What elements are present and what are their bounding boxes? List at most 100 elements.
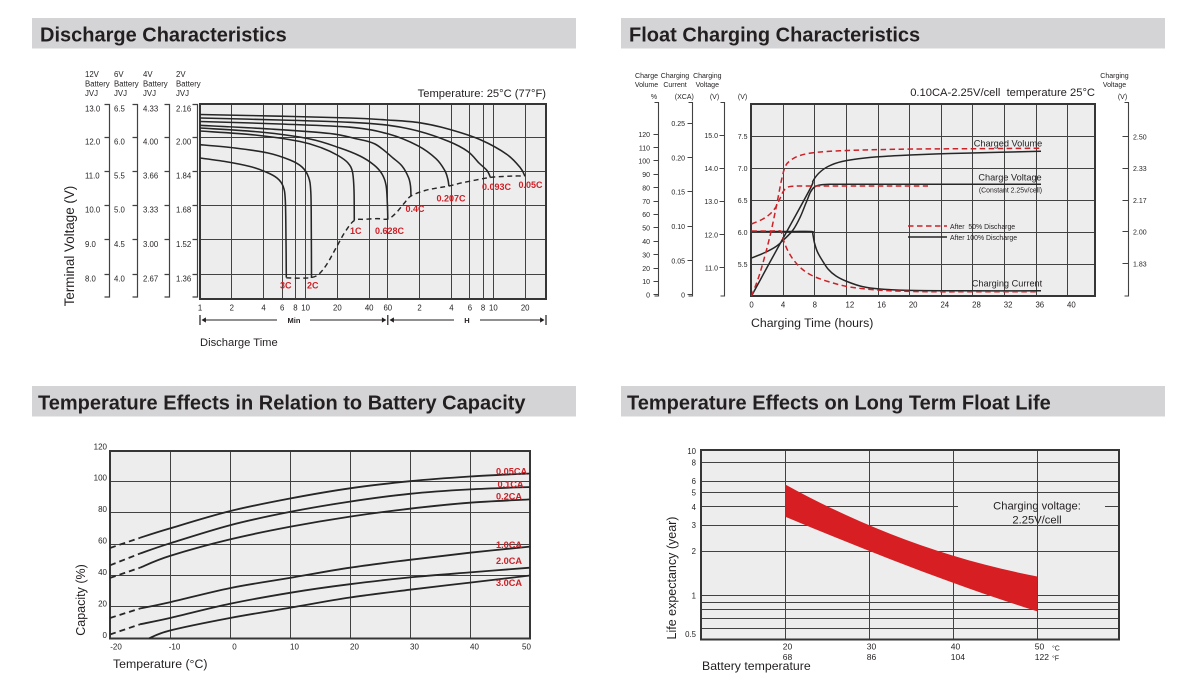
svg-text:8: 8	[293, 304, 297, 313]
svg-text:4: 4	[449, 304, 454, 313]
svg-text:30: 30	[410, 643, 419, 652]
svg-text:°C: °C	[1052, 645, 1060, 653]
svg-text:4: 4	[781, 301, 786, 310]
svg-text:13.0: 13.0	[85, 105, 101, 114]
svg-text:104: 104	[951, 652, 965, 662]
svg-text:122: 122	[1035, 652, 1049, 662]
svg-text:1.83: 1.83	[1133, 262, 1147, 269]
svg-text:1: 1	[198, 304, 202, 313]
svg-text:Battery temperature: Battery temperature	[702, 659, 811, 673]
svg-text:80: 80	[642, 186, 650, 193]
svg-text:4: 4	[692, 503, 697, 512]
svg-text:60: 60	[98, 537, 107, 546]
svg-text:70: 70	[642, 199, 650, 206]
svg-text:Charging voltage:: Charging voltage:	[993, 501, 1081, 513]
svg-text:60: 60	[642, 212, 650, 219]
svg-text:0.20: 0.20	[671, 155, 685, 162]
svg-text:2.00: 2.00	[1133, 230, 1147, 237]
svg-text:120: 120	[94, 442, 108, 451]
svg-text:Charging Current: Charging Current	[972, 279, 1043, 289]
svg-text:After 100% Discharge: After 100% Discharge	[950, 235, 1017, 242]
svg-text:Capacity (%): Capacity (%)	[74, 564, 88, 636]
svg-text:%: %	[651, 94, 657, 101]
svg-text:1.68: 1.68	[176, 206, 191, 215]
svg-text:16: 16	[877, 301, 886, 310]
svg-text:2: 2	[417, 304, 421, 313]
svg-text:30: 30	[642, 252, 650, 259]
svg-text:2.67: 2.67	[143, 275, 158, 284]
svg-text:0.10: 0.10	[671, 224, 685, 231]
svg-text:2.33: 2.33	[1133, 166, 1147, 173]
svg-text:10: 10	[301, 304, 310, 313]
svg-text:2: 2	[692, 547, 696, 556]
svg-text:4.00: 4.00	[143, 138, 159, 147]
svg-text:Charge: Charge	[635, 73, 658, 80]
svg-text:Discharge Time: Discharge Time	[200, 337, 278, 349]
svg-text:50: 50	[642, 226, 650, 233]
svg-text:0: 0	[681, 293, 685, 300]
svg-text:Battery: Battery	[85, 80, 110, 89]
svg-text:40: 40	[470, 643, 479, 652]
svg-text:2.25V/cell: 2.25V/cell	[1012, 515, 1061, 527]
svg-text:Current: Current	[663, 82, 686, 89]
svg-text:Battery: Battery	[143, 80, 168, 89]
svg-text:2V: 2V	[176, 70, 186, 79]
svg-text:Temperature Effects in Relatio: Temperature Effects in Relation to Batte…	[38, 393, 526, 415]
svg-text:5.5: 5.5	[738, 262, 748, 269]
svg-text:12V: 12V	[85, 70, 100, 79]
svg-text:4V: 4V	[143, 70, 153, 79]
svg-text:0.4C: 0.4C	[406, 204, 426, 214]
svg-text:28: 28	[972, 301, 981, 310]
svg-text:3: 3	[692, 521, 696, 530]
svg-text:0: 0	[103, 631, 108, 640]
svg-text:8: 8	[481, 304, 485, 313]
svg-text:Min: Min	[288, 316, 301, 325]
svg-text:0.5: 0.5	[685, 630, 697, 639]
svg-text:2.17: 2.17	[1133, 198, 1147, 205]
svg-text:2.0CA: 2.0CA	[496, 556, 522, 566]
svg-text:9.0: 9.0	[85, 240, 97, 249]
svg-text:5.5: 5.5	[114, 172, 126, 181]
svg-text:12: 12	[846, 301, 855, 310]
svg-text:0.628C: 0.628C	[375, 226, 405, 236]
svg-text:24: 24	[940, 301, 949, 310]
svg-text:40: 40	[951, 642, 961, 652]
svg-text:3.00: 3.00	[143, 240, 159, 249]
svg-text:(Constant 2.25v/cell): (Constant 2.25v/cell)	[979, 188, 1042, 195]
svg-text:Charging: Charging	[1100, 73, 1129, 80]
svg-text:0.10CA-2.25V/cell temperature: 0.10CA-2.25V/cell temperature 25°C	[910, 87, 1095, 99]
svg-text:20: 20	[98, 600, 107, 609]
svg-text:6.0: 6.0	[738, 230, 748, 237]
svg-text:0.1CA: 0.1CA	[498, 480, 524, 490]
svg-text:1.36: 1.36	[176, 275, 191, 284]
svg-text:8: 8	[813, 301, 817, 310]
svg-text:0.15: 0.15	[671, 190, 685, 197]
svg-text:10: 10	[290, 643, 299, 652]
svg-text:H: H	[464, 316, 469, 325]
svg-text:20: 20	[642, 266, 650, 273]
svg-text:Charging Time (hours): Charging Time (hours)	[751, 316, 873, 330]
svg-text:0.093C: 0.093C	[482, 182, 512, 192]
svg-text:80: 80	[98, 505, 107, 514]
svg-text:1.0CA: 1.0CA	[496, 540, 522, 550]
svg-text:JVJ: JVJ	[85, 89, 98, 98]
svg-text:°F: °F	[1052, 655, 1059, 663]
svg-text:100: 100	[638, 159, 650, 166]
svg-text:20: 20	[333, 304, 342, 313]
svg-text:40: 40	[1067, 301, 1076, 310]
svg-text:8: 8	[692, 459, 696, 468]
svg-text:5.0: 5.0	[114, 206, 126, 215]
svg-text:0: 0	[646, 293, 650, 300]
svg-text:40: 40	[365, 304, 374, 313]
svg-text:40: 40	[98, 568, 107, 577]
svg-text:Float Charging Characteristics: Float Charging Characteristics	[629, 25, 920, 47]
svg-text:60: 60	[383, 304, 392, 313]
svg-text:13.0: 13.0	[704, 199, 718, 206]
svg-text:0: 0	[749, 301, 754, 310]
svg-text:50: 50	[522, 643, 531, 652]
svg-text:6V: 6V	[114, 70, 124, 79]
svg-text:6: 6	[468, 304, 472, 313]
svg-text:6.0: 6.0	[114, 138, 126, 147]
svg-text:10: 10	[687, 447, 696, 456]
svg-text:30: 30	[867, 642, 877, 652]
